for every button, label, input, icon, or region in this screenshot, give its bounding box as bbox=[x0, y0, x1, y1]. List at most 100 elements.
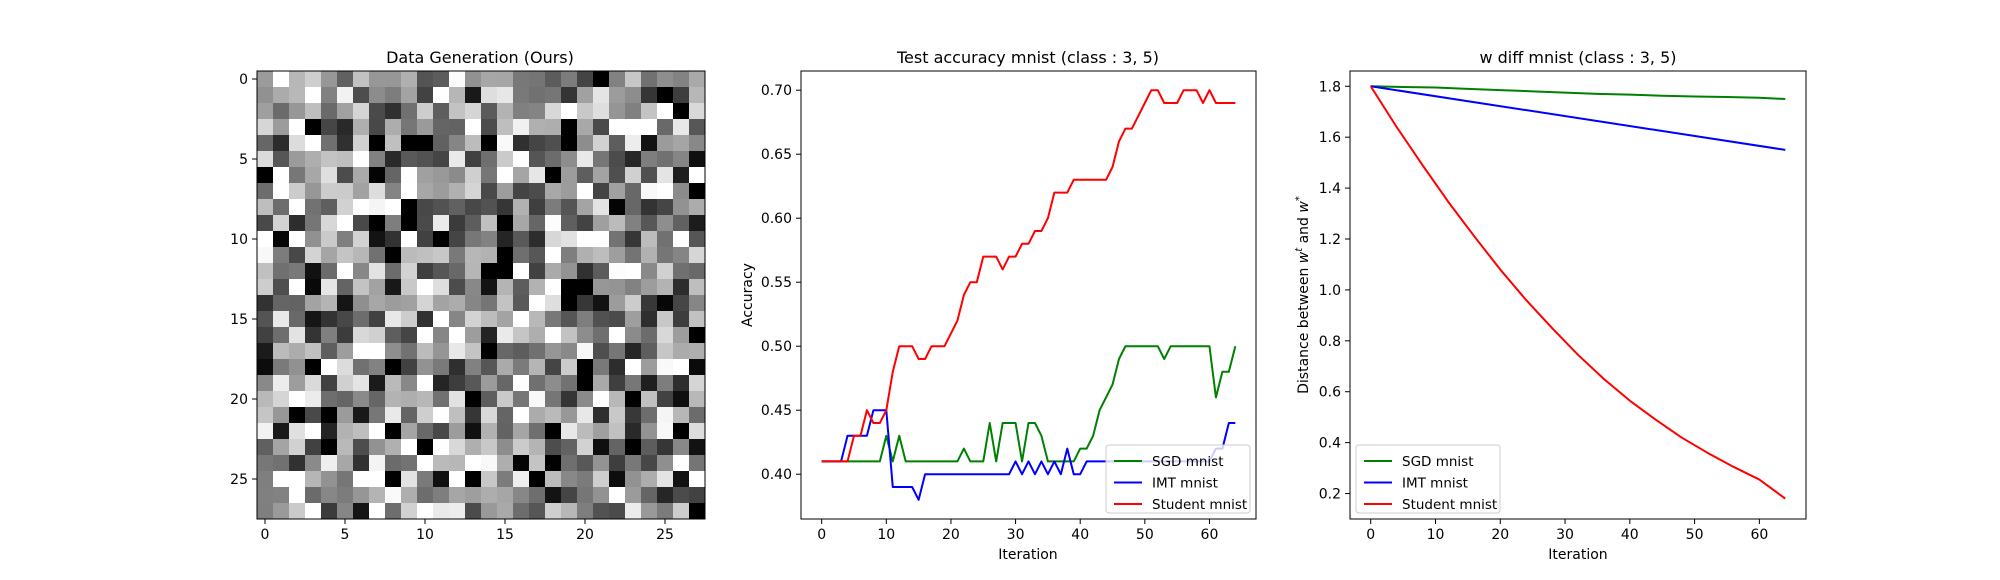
heatmap-cell bbox=[305, 247, 322, 264]
heatmap-cell bbox=[561, 279, 578, 296]
heatmap-cell bbox=[321, 119, 338, 136]
heatmap-cell bbox=[449, 87, 466, 104]
heatmap-cell bbox=[481, 439, 498, 456]
heatmap-cell bbox=[401, 247, 418, 264]
heatmap-cell bbox=[481, 87, 498, 104]
heatmap-cell bbox=[545, 295, 562, 312]
heatmap-cell bbox=[385, 455, 402, 472]
heatmap-cell bbox=[273, 247, 290, 264]
heatmap-cell bbox=[577, 151, 594, 168]
heatmap-cell bbox=[513, 135, 530, 152]
heatmap-cell bbox=[465, 359, 482, 376]
heatmap-cell bbox=[273, 503, 290, 520]
heatmap-cell bbox=[561, 439, 578, 456]
heatmap-cell bbox=[353, 103, 370, 120]
heatmap-cell bbox=[673, 487, 690, 504]
heatmap-cell bbox=[433, 471, 450, 488]
heatmap-cell bbox=[353, 455, 370, 472]
heatmap-cell bbox=[497, 327, 514, 344]
heatmap-cell bbox=[337, 503, 354, 520]
heatmap-cell bbox=[561, 391, 578, 408]
heatmap-cell bbox=[481, 247, 498, 264]
heatmap-cell bbox=[577, 263, 594, 280]
heatmap-cell bbox=[273, 119, 290, 136]
heatmap-cell bbox=[641, 343, 658, 360]
heatmap-cell bbox=[433, 103, 450, 120]
heatmap-cell bbox=[337, 471, 354, 488]
heatmap-cell bbox=[657, 119, 674, 136]
heatmap-cell bbox=[305, 279, 322, 296]
heatmap-cell bbox=[481, 359, 498, 376]
heatmap-cell bbox=[641, 279, 658, 296]
heatmap-cell bbox=[497, 263, 514, 280]
heatmap-cell bbox=[577, 135, 594, 152]
heatmap-cell bbox=[673, 247, 690, 264]
heatmap-cell bbox=[353, 327, 370, 344]
heatmap-cell bbox=[593, 487, 610, 504]
heatmap-cell bbox=[641, 215, 658, 232]
legend-label: SGD mnist bbox=[1152, 454, 1224, 470]
heatmap-cell bbox=[593, 71, 610, 88]
xtick-label: 20 bbox=[1491, 527, 1509, 543]
heatmap-cell bbox=[641, 487, 658, 504]
heatmap-cell bbox=[401, 487, 418, 504]
heatmap-cell bbox=[321, 71, 338, 88]
heatmap-cell bbox=[449, 103, 466, 120]
heatmap-cell bbox=[481, 231, 498, 248]
heatmap-cell bbox=[689, 327, 706, 344]
heatmap-cell bbox=[593, 151, 610, 168]
heatmap-cell bbox=[529, 215, 546, 232]
heatmap-cells bbox=[257, 71, 706, 520]
heatmap-cell bbox=[545, 119, 562, 136]
heatmap-cell bbox=[385, 487, 402, 504]
heatmap-cell bbox=[353, 503, 370, 520]
heatmap-cell bbox=[529, 311, 546, 328]
accuracy-panel: Test accuracy mnist (class : 3, 5) 0 10 20… bbox=[740, 48, 1257, 563]
heatmap-cell bbox=[673, 327, 690, 344]
heatmap-cell bbox=[529, 391, 546, 408]
ytick-label: 0.6 bbox=[1319, 385, 1341, 401]
heatmap-cell bbox=[545, 231, 562, 248]
xtick-label: 0 bbox=[817, 527, 826, 543]
heatmap-cell bbox=[369, 359, 386, 376]
ytick-label: 0.65 bbox=[761, 147, 792, 163]
heatmap-cell bbox=[641, 231, 658, 248]
heatmap-cell bbox=[465, 311, 482, 328]
heatmap-cell bbox=[625, 231, 642, 248]
heatmap-cell bbox=[305, 215, 322, 232]
heatmap-cell bbox=[689, 183, 706, 200]
heatmap-cell bbox=[513, 343, 530, 360]
heatmap-cell bbox=[385, 391, 402, 408]
heatmap-cell bbox=[577, 407, 594, 424]
heatmap-cell bbox=[257, 295, 274, 312]
heatmap-cell bbox=[481, 183, 498, 200]
heatmap-cell bbox=[593, 247, 610, 264]
heatmap-cell bbox=[609, 359, 626, 376]
heatmap-cell bbox=[513, 87, 530, 104]
accuracy-ticks: 0 10 20 30 40 50 60 0.40 0.45 0.50 0.55 0.60 0.65 0.7… bbox=[761, 83, 1219, 543]
heatmap-cell bbox=[433, 247, 450, 264]
heatmap-cell bbox=[481, 327, 498, 344]
heatmap-cell bbox=[465, 375, 482, 392]
heatmap-cell bbox=[321, 359, 338, 376]
heatmap-cell bbox=[529, 327, 546, 344]
heatmap-cell bbox=[257, 87, 274, 104]
heatmap-cell bbox=[385, 103, 402, 120]
heatmap-cell bbox=[273, 183, 290, 200]
heatmap-cell bbox=[273, 487, 290, 504]
heatmap-ytick-label: 0 bbox=[239, 72, 248, 88]
heatmap-cell bbox=[433, 327, 450, 344]
heatmap-cell bbox=[481, 167, 498, 184]
heatmap-cell bbox=[561, 135, 578, 152]
heatmap-cell bbox=[465, 119, 482, 136]
heatmap-cell bbox=[625, 119, 642, 136]
heatmap-cell bbox=[625, 391, 642, 408]
heatmap-cell bbox=[369, 215, 386, 232]
heatmap-cell bbox=[689, 247, 706, 264]
heatmap-xtick-label: 5 bbox=[341, 527, 350, 543]
heatmap-cell bbox=[593, 199, 610, 216]
heatmap-cell bbox=[305, 327, 322, 344]
heatmap-cell bbox=[529, 151, 546, 168]
heatmap-cell bbox=[417, 471, 434, 488]
